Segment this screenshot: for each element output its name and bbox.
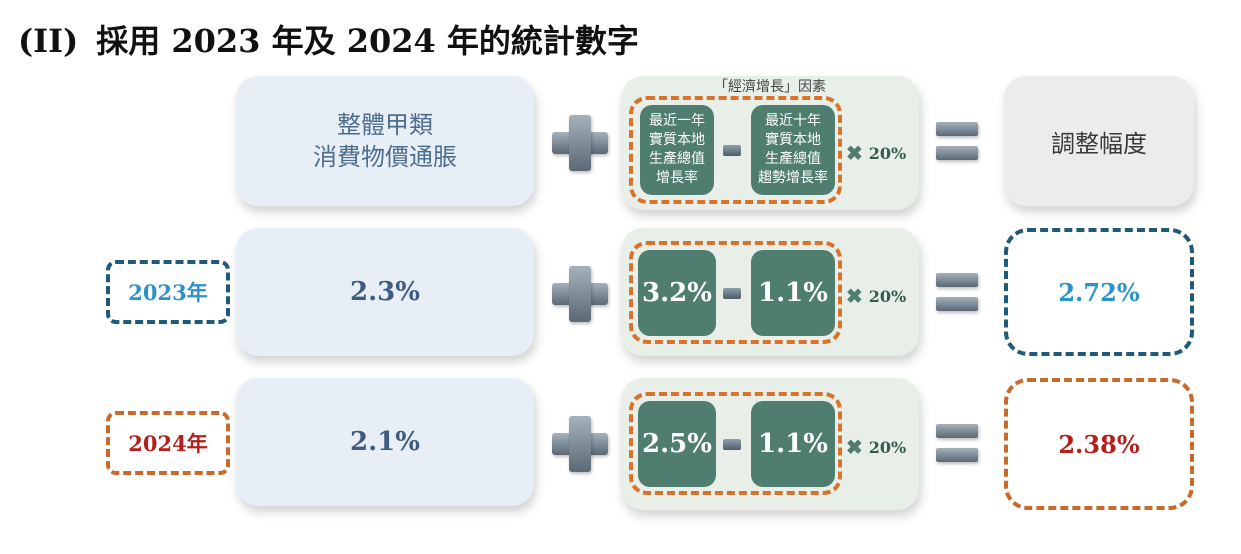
equals-icon — [936, 273, 978, 315]
cpi-value-2023: 2.3% — [350, 277, 420, 307]
result-header-box: 調整幅度 — [1004, 76, 1194, 206]
result-value-2023: 2.72% — [1058, 277, 1140, 307]
year-tag-2024: 2024年 — [106, 411, 230, 475]
plus-icon — [552, 266, 608, 322]
factor-dashed-frame — [629, 96, 842, 204]
cpi-value-2024: 2.1% — [350, 427, 420, 457]
factor-caption: 「經濟增長」因素 — [714, 79, 826, 95]
result-box-2023: 2.72% — [1004, 228, 1194, 356]
multiplier-2024: ✖ 20% — [846, 435, 907, 459]
multiplier-2023: ✖ 20% — [846, 284, 907, 308]
times-icon: ✖ — [846, 141, 863, 165]
minus-icon — [723, 439, 741, 450]
section-title: 採用 2023 年及 2024 年的統計數字 — [96, 22, 639, 60]
factor-dashed-frame-2023 — [629, 241, 842, 344]
equals-icon — [936, 122, 978, 164]
cpi-header-line1: 整體甲類 — [337, 111, 433, 139]
cpi-header-line2: 消費物價通脹 — [313, 143, 457, 171]
times-icon: ✖ — [846, 284, 863, 308]
times-icon: ✖ — [846, 435, 863, 459]
cpi-header-box: 整體甲類 消費物價通脹 — [236, 76, 534, 206]
year-tag-2023: 2023年 — [106, 260, 230, 324]
gdp-10yr-tile-2023: 1.1% — [751, 250, 835, 336]
gdp-10yr-header-tile: 最近十年 實質本地 生產總值 趨勢增長率 — [751, 105, 835, 195]
result-value-2024: 2.38% — [1058, 429, 1140, 459]
section-label: (II) — [18, 22, 79, 60]
multiplier-header: ✖ 20% — [846, 141, 907, 165]
equals-icon — [936, 424, 978, 466]
cpi-box-2024: 2.1% — [236, 378, 534, 506]
result-header-label: 調整幅度 — [1051, 129, 1147, 158]
minus-icon — [723, 145, 741, 156]
gdp-1yr-header-tile: 最近一年 實質本地 生產總值 增長率 — [640, 105, 714, 195]
page-title: (II) 採用 2023 年及 2024 年的統計數字 — [18, 16, 639, 62]
plus-icon — [552, 115, 608, 171]
minus-icon — [723, 288, 741, 299]
gdp-10yr-tile-2024: 1.1% — [751, 401, 835, 487]
cpi-box-2023: 2.3% — [236, 228, 534, 356]
gdp-1yr-tile-2023: 3.2% — [638, 250, 716, 336]
factor-dashed-frame-2024 — [629, 392, 842, 495]
result-box-2024: 2.38% — [1004, 378, 1194, 510]
gdp-1yr-tile-2024: 2.5% — [638, 401, 716, 487]
plus-icon — [552, 416, 608, 472]
